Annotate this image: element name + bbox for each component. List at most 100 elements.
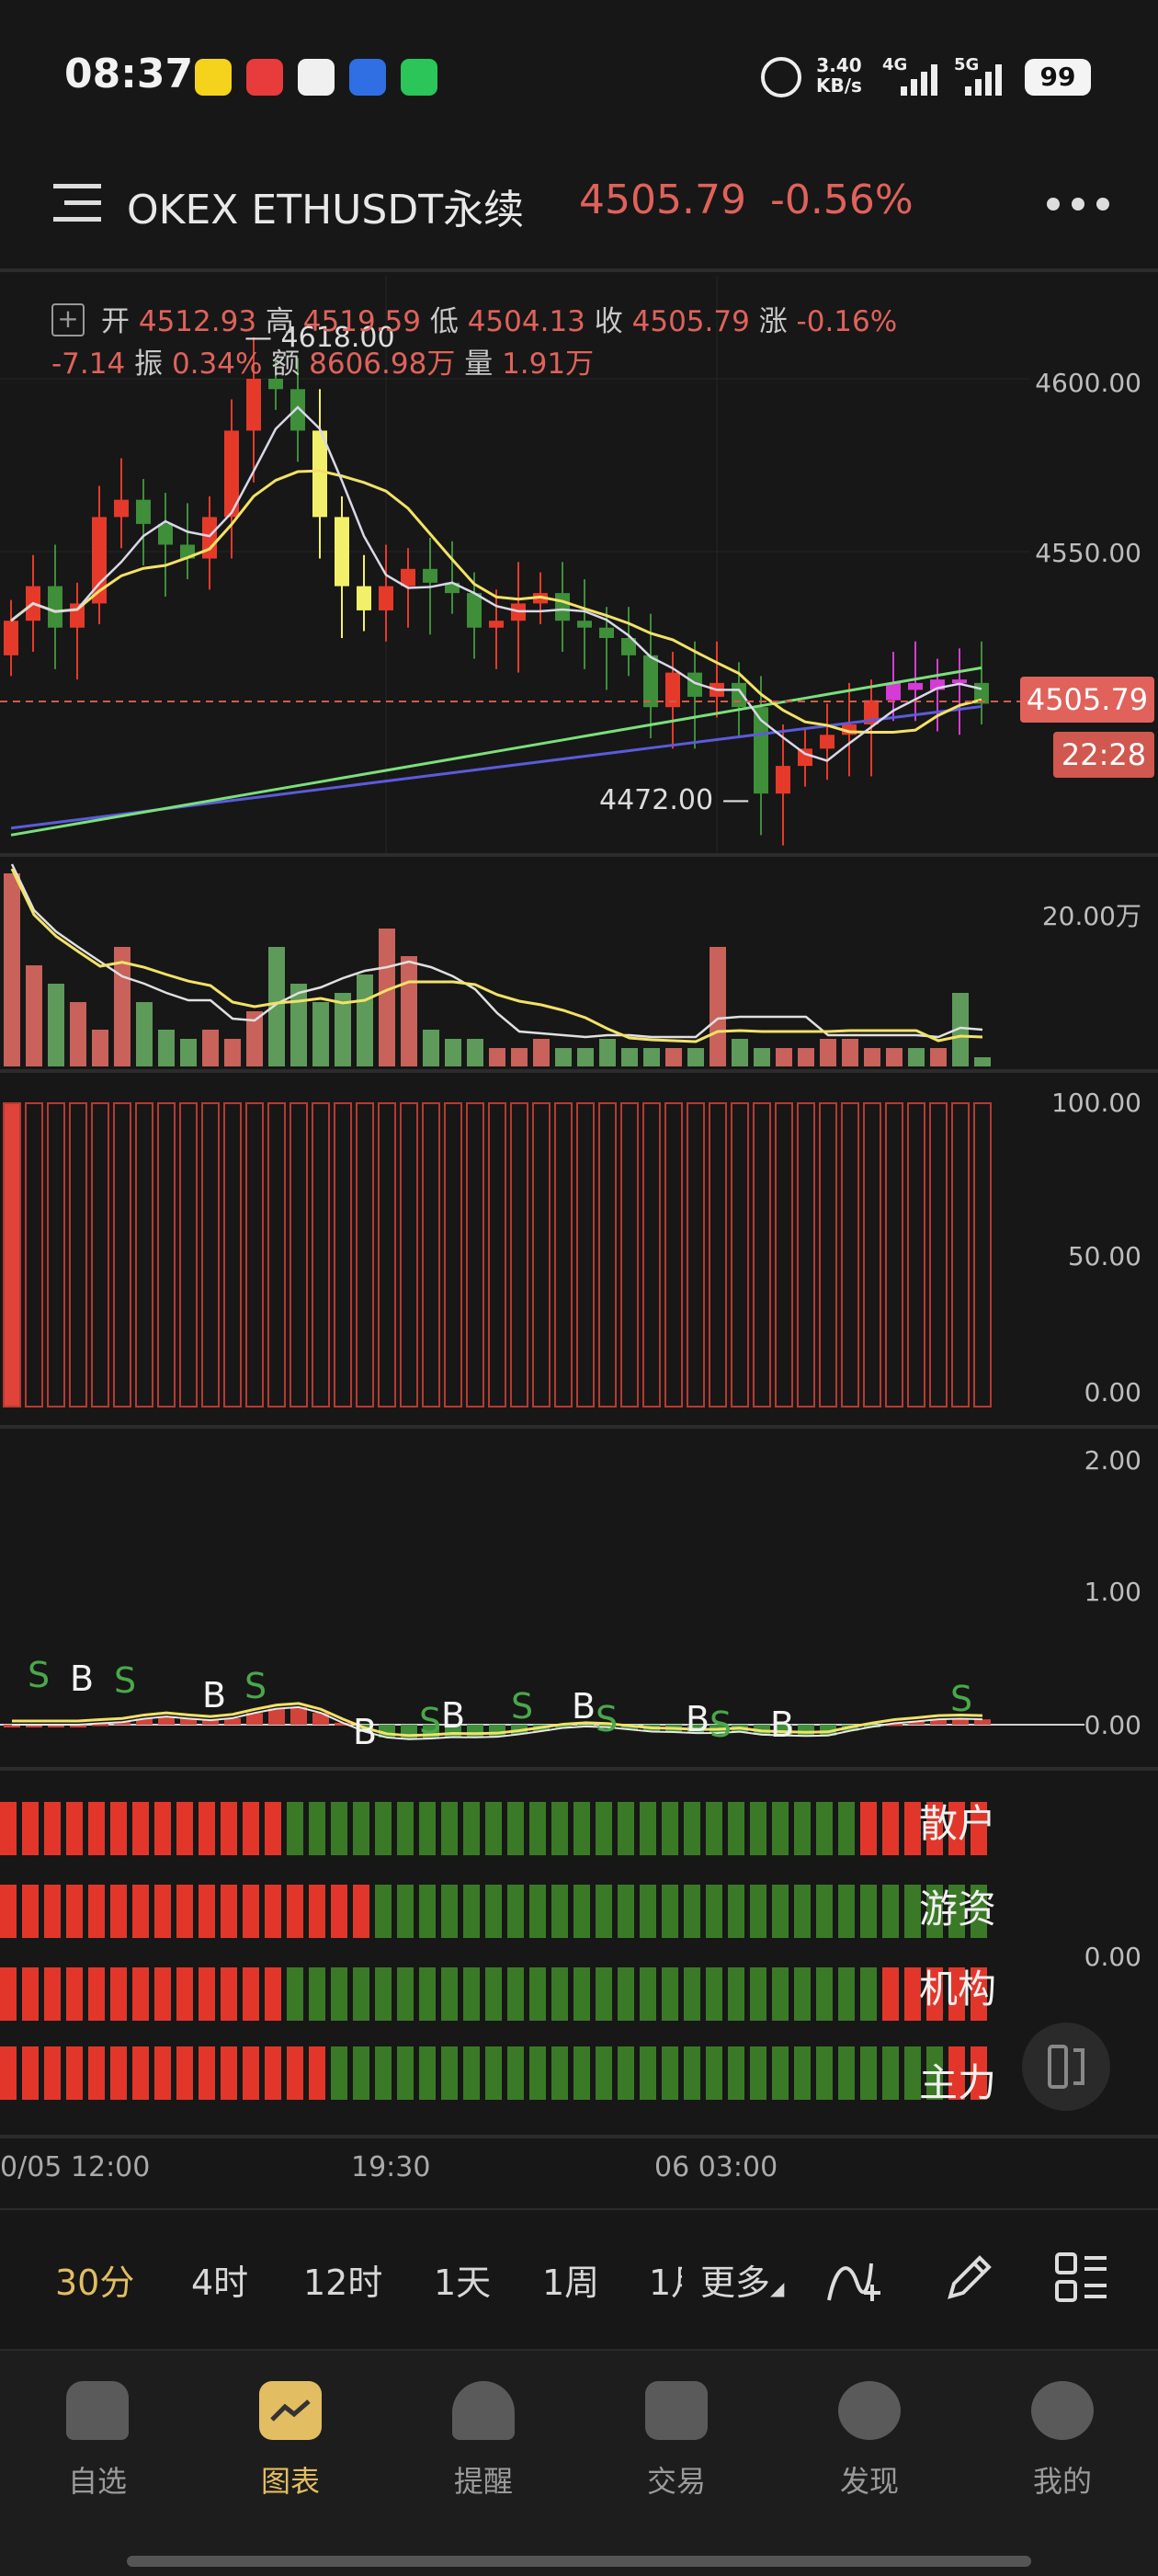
indicator-bar (532, 1102, 551, 1408)
volume-bar (710, 947, 726, 1066)
volume-chart[interactable] (0, 860, 1158, 1071)
buy-signal: B (770, 1704, 795, 1745)
nav-watchlist[interactable]: 自选 (33, 2381, 162, 2501)
interval-12h[interactable]: 12时 (303, 2263, 383, 2303)
buy-signal: B (70, 1658, 95, 1699)
flow-bar (110, 1885, 127, 1938)
flow-bar (794, 1885, 811, 1938)
flow-bar (66, 2046, 83, 2100)
candle (114, 499, 129, 518)
flow-bar (265, 1802, 281, 1855)
nav-profile[interactable]: 我的 (998, 2381, 1127, 2501)
flow-bar (287, 1885, 303, 1938)
indicator-chart[interactable] (0, 1076, 1158, 1420)
signal-bar (202, 1720, 219, 1725)
flow-bar (441, 1802, 458, 1855)
flow-bar (794, 1967, 811, 2021)
flow-bar (243, 1885, 259, 1938)
indicator-bar (841, 1102, 859, 1408)
volume-bar (445, 1039, 461, 1066)
high-marker: — 4618.00 (244, 322, 395, 354)
ohlc-line-1: 开 4512.93 高 4519.59 低 4504.13 收 4505.79 … (101, 305, 898, 338)
nav-trade[interactable]: 交易 (612, 2381, 741, 2501)
flow-bar (551, 1802, 568, 1855)
interval-30m[interactable]: 30分 (55, 2263, 135, 2303)
flow-label-main: 主力 (919, 2060, 997, 2105)
indicator-bar (973, 1102, 992, 1408)
interval-1w[interactable]: 1周 (542, 2263, 600, 2303)
interval-1d[interactable]: 1天 (434, 2263, 492, 2303)
signal-axis-label: 1.00 (1084, 1577, 1141, 1607)
nav-discover[interactable]: 发现 (805, 2381, 934, 2501)
flow-bar (971, 1967, 987, 2021)
volume-bar (467, 1039, 483, 1066)
draw-line-icon[interactable] (823, 2251, 882, 2306)
flow-bar (441, 2046, 458, 2100)
capital-flow-chart[interactable] (0, 1774, 1158, 2124)
time-axis-label: 06 03:00 (654, 2151, 778, 2183)
discover-icon (838, 2381, 901, 2440)
flow-bar (706, 1802, 722, 1855)
volume-bar (930, 1048, 947, 1066)
flow-bar (221, 1802, 237, 1855)
flow-bar (971, 1802, 987, 1855)
candle (577, 621, 592, 628)
flow-bar (596, 1885, 612, 1938)
volume-axis-label: 20.00万 (1041, 901, 1141, 931)
flow-bar (573, 1967, 590, 2021)
ohlc-line-2: -7.14 振 0.34% 额 8606.98万 量 1.91万 (51, 348, 595, 381)
flow-bar (507, 1885, 524, 1938)
interval-4h[interactable]: 4时 (191, 2263, 249, 2303)
nav-chart[interactable]: 图表 (226, 2381, 355, 2501)
flow-bar (397, 2046, 414, 2100)
flow-bar (816, 1967, 833, 2021)
flow-bar (750, 2046, 766, 2100)
flow-bar (199, 1885, 215, 1938)
flow-bar (110, 2046, 127, 2100)
flow-bar (309, 1885, 325, 1938)
flow-bar (154, 1802, 171, 1855)
layout-grid-icon[interactable] (1053, 2251, 1108, 2306)
flow-bar (0, 1802, 17, 1855)
flow-bar (132, 1885, 149, 1938)
volume-bar (908, 1048, 925, 1066)
symbol-title[interactable]: OKEX ETHUSDT永续 (127, 187, 525, 234)
price-chart[interactable] (0, 276, 1158, 855)
flow-bar (882, 2046, 899, 2100)
sell-signal: S (710, 1704, 732, 1745)
flow-bar (529, 1885, 546, 1938)
flow-bar (706, 1967, 722, 2021)
flow-bar (353, 1885, 369, 1938)
menu-icon[interactable] (53, 180, 105, 226)
flow-bar (154, 1885, 171, 1938)
expand-info-icon[interactable]: + (51, 303, 85, 336)
more-options-icon[interactable] (1046, 197, 1110, 211)
buy-signal: B (686, 1699, 710, 1739)
signal-bars-icon (965, 64, 1002, 96)
signal-chart[interactable] (0, 1432, 1158, 1763)
interval-1mo[interactable]: 1月 (649, 2263, 682, 2303)
indicator-bar (620, 1102, 639, 1408)
flow-bar (221, 2046, 237, 2100)
nav-alerts[interactable]: 提醒 (419, 2381, 548, 2501)
candle (136, 499, 151, 524)
flow-bar (309, 1967, 325, 2021)
pencil-icon[interactable] (941, 2249, 998, 2306)
battery-indicator: 99 (1025, 59, 1091, 96)
signal-5g: 5G (954, 55, 980, 74)
volume-bar (48, 984, 64, 1066)
flow-bar (132, 1967, 149, 2021)
more-intervals-dropdown[interactable]: 更多◢ (700, 2263, 785, 2303)
flow-bar (463, 1967, 480, 2021)
sell-signal: S (419, 1701, 442, 1741)
price-axis-label: 4550.00 (1035, 538, 1141, 568)
flow-bar (176, 2046, 193, 2100)
screen-toggle-button[interactable] (1022, 2023, 1110, 2111)
flow-bar (816, 2046, 833, 2100)
volume-bar (4, 873, 20, 1066)
indicator-axis-label: 50.00 (1067, 1241, 1141, 1271)
flow-bar (948, 1967, 965, 2021)
flow-bar (596, 1967, 612, 2021)
flow-bar (44, 1967, 61, 2021)
trade-icon (645, 2381, 708, 2440)
